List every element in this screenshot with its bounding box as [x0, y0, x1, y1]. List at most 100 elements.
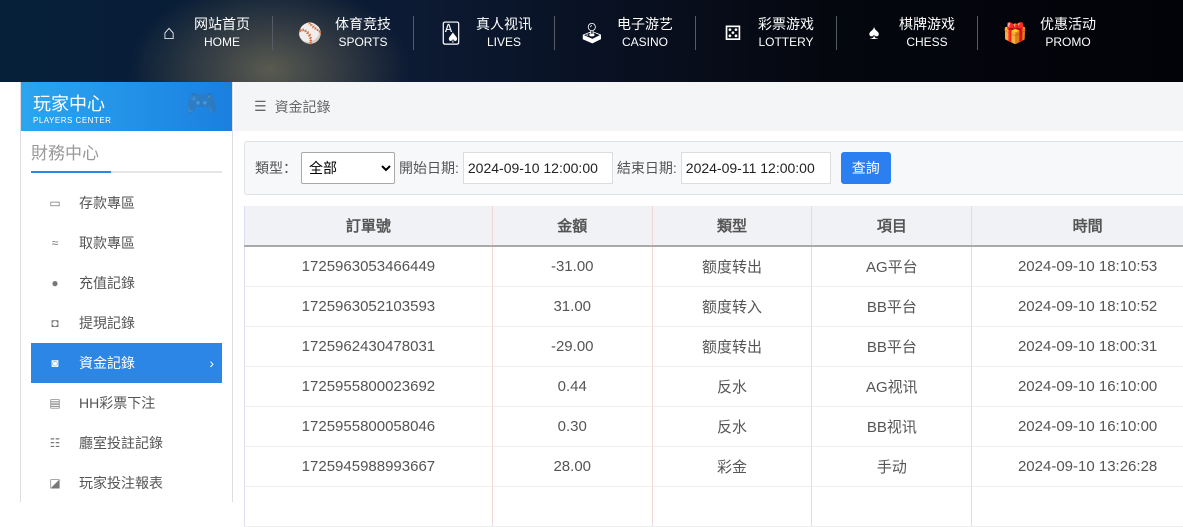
sidebar-item-label: 存款專區: [79, 193, 135, 213]
sidebar-item-label: 玩家投注報表: [79, 473, 163, 493]
filter-bar: 類型： 全部 開始日期: 結束日期: 查詢: [244, 141, 1183, 195]
sidebar-item[interactable]: ◙資金記錄›: [31, 343, 222, 383]
table-cell: [245, 486, 493, 526]
nav-label: 优惠活动: [1040, 15, 1096, 33]
table-cell: AG平台: [812, 246, 972, 286]
sidebar-item[interactable]: ☷廳室投註記錄: [31, 423, 222, 463]
table-cell: -31.00: [492, 246, 652, 286]
card-icon: ▭: [31, 196, 79, 210]
column-header: 金額: [492, 206, 652, 246]
chart-icon: ◪: [31, 476, 79, 490]
sidebar-item-label: 取款專區: [79, 233, 135, 253]
table-cell: 额度转入: [652, 286, 812, 326]
nav-sublabel: LIVES: [476, 33, 532, 51]
hand-cash-icon: ≈: [31, 236, 79, 250]
nav-label: 彩票游戏: [758, 15, 814, 33]
table-cell: 1725963053466449: [245, 246, 493, 286]
table-cell: 1725963052103593: [245, 286, 493, 326]
table-cell: 反水: [652, 406, 812, 446]
chevron-right-icon: ›: [209, 355, 214, 371]
nav-label: 网站首页: [194, 15, 250, 33]
joystick-icon: 🕹: [577, 21, 607, 46]
table-cell: [492, 486, 652, 526]
sidebar-item-label: HH彩票下注: [79, 393, 155, 413]
table-cell: 1725955800058046: [245, 406, 493, 446]
table-cell: BB视讯: [812, 406, 972, 446]
table-cell: 2024-09-10 16:10:00: [972, 406, 1183, 446]
type-select[interactable]: 全部: [301, 152, 395, 184]
sidebar: 玩家中心 PLAYERS CENTER 🎮 財務中心 ▭存款專區≈取款專區●充值…: [20, 82, 233, 502]
table-cell: 1725945988993667: [245, 446, 493, 486]
column-header: 項目: [812, 206, 972, 246]
column-header: 訂單號: [245, 206, 493, 246]
list-bullets-icon: ☷: [31, 436, 79, 450]
nav-sublabel: LOTTERY: [758, 33, 814, 51]
table-cell: BB平台: [812, 286, 972, 326]
type-label: 類型：: [255, 158, 297, 178]
nav-sublabel: CASINO: [617, 33, 673, 51]
sidebar-item-label: 廳室投註記錄: [79, 433, 163, 453]
breadcrumb: ☰資金記錄: [234, 82, 1183, 131]
table-cell: 31.00: [492, 286, 652, 326]
end-date-input[interactable]: [681, 152, 831, 184]
table-cell: 彩金: [652, 446, 812, 486]
table-cell: 1725955800023692: [245, 366, 493, 406]
table-cell: 2024-09-10 18:10:53: [972, 246, 1183, 286]
wallet-icon: ◘: [31, 316, 79, 330]
table-cell: 额度转出: [652, 246, 812, 286]
table-cell: 额度转出: [652, 326, 812, 366]
start-date-label: 開始日期:: [399, 158, 459, 178]
sidebar-item-label: 充值記錄: [79, 273, 135, 293]
query-button[interactable]: 查詢: [841, 152, 891, 184]
table-cell: 2024-09-10 18:00:31: [972, 326, 1183, 366]
table-cell: 2024-09-10 13:26:28: [972, 446, 1183, 486]
nav-sublabel: CHESS: [899, 33, 955, 51]
table-cell: -29.00: [492, 326, 652, 366]
sidebar-item[interactable]: ◪玩家投注報表: [31, 463, 222, 503]
ball-icon: ⚾: [295, 21, 325, 46]
gift-icon: 🎁: [1000, 21, 1030, 46]
spade-icon: ♠: [859, 22, 889, 45]
nav-label: 真人视讯: [476, 15, 532, 33]
home-icon: ⌂: [154, 22, 184, 45]
nav-sublabel: PROMO: [1040, 33, 1096, 51]
start-date-input[interactable]: [463, 152, 613, 184]
table-cell: [652, 486, 812, 526]
table-cell: 2024-09-10 16:10:00: [972, 366, 1183, 406]
cards-icon: 🂡: [436, 21, 466, 46]
nav-sublabel: SPORTS: [335, 33, 391, 51]
table-row: [245, 486, 1183, 526]
table-cell: 2024-09-10 18:10:52: [972, 286, 1183, 326]
table-cell: BB平台: [812, 326, 972, 366]
nav-label: 棋牌游戏: [899, 15, 955, 33]
funds-icon: ◙: [31, 356, 79, 370]
table-cell: 反水: [652, 366, 812, 406]
table-cell: 28.00: [492, 446, 652, 486]
nav-label: 电子游艺: [617, 15, 673, 33]
sidebar-item[interactable]: ●充值記錄: [31, 263, 222, 303]
nav-sublabel: HOME: [194, 33, 250, 51]
dice-icon: ⚄: [718, 21, 748, 46]
main-content: ☰資金記錄 類型： 全部 開始日期: 結束日期: 查詢 訂單號金額類型項目時間 …: [234, 82, 1183, 502]
table-cell: AG视讯: [812, 366, 972, 406]
table-cell: 0.44: [492, 366, 652, 406]
sidebar-item[interactable]: ▭存款專區: [31, 183, 222, 223]
sidebar-item[interactable]: ▤HH彩票下注: [31, 383, 222, 423]
sidebar-item[interactable]: ≈取款專區: [31, 223, 222, 263]
sidebar-item[interactable]: ◘提現記錄: [31, 303, 222, 343]
